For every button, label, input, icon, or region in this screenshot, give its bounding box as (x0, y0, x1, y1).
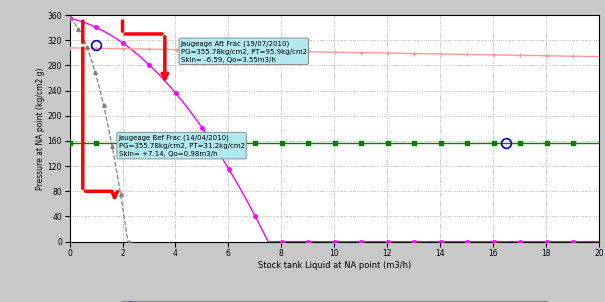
Text: Jaugeage Aft Frac (19/07/2010)
PG=355.78kg/cm2, PT=95.9kg/cm2
Skin= -6.59, Qo=3.: Jaugeage Aft Frac (19/07/2010) PG=355.78… (181, 40, 307, 63)
Y-axis label: Pressure at NA point (kg/cm2 g): Pressure at NA point (kg/cm2 g) (36, 67, 45, 190)
X-axis label: Stock tank Liquid at NA point (m3/h): Stock tank Liquid at NA point (m3/h) (258, 261, 411, 270)
Text: Jaugeage Bef Frac (14/04/2010)
PG=355.78kg/cm2, PT=31.2kg/cm2
Skin= +7.14, Qo=0.: Jaugeage Bef Frac (14/04/2010) PG=355.78… (119, 135, 244, 157)
Legend: Operating Points, Inflow: SKIN=-6.59, Inflow: SKIN=+7.14, Outflow: POUT=450.484 : Operating Points, Inflow: SKIN=-6.59, In… (122, 301, 547, 302)
